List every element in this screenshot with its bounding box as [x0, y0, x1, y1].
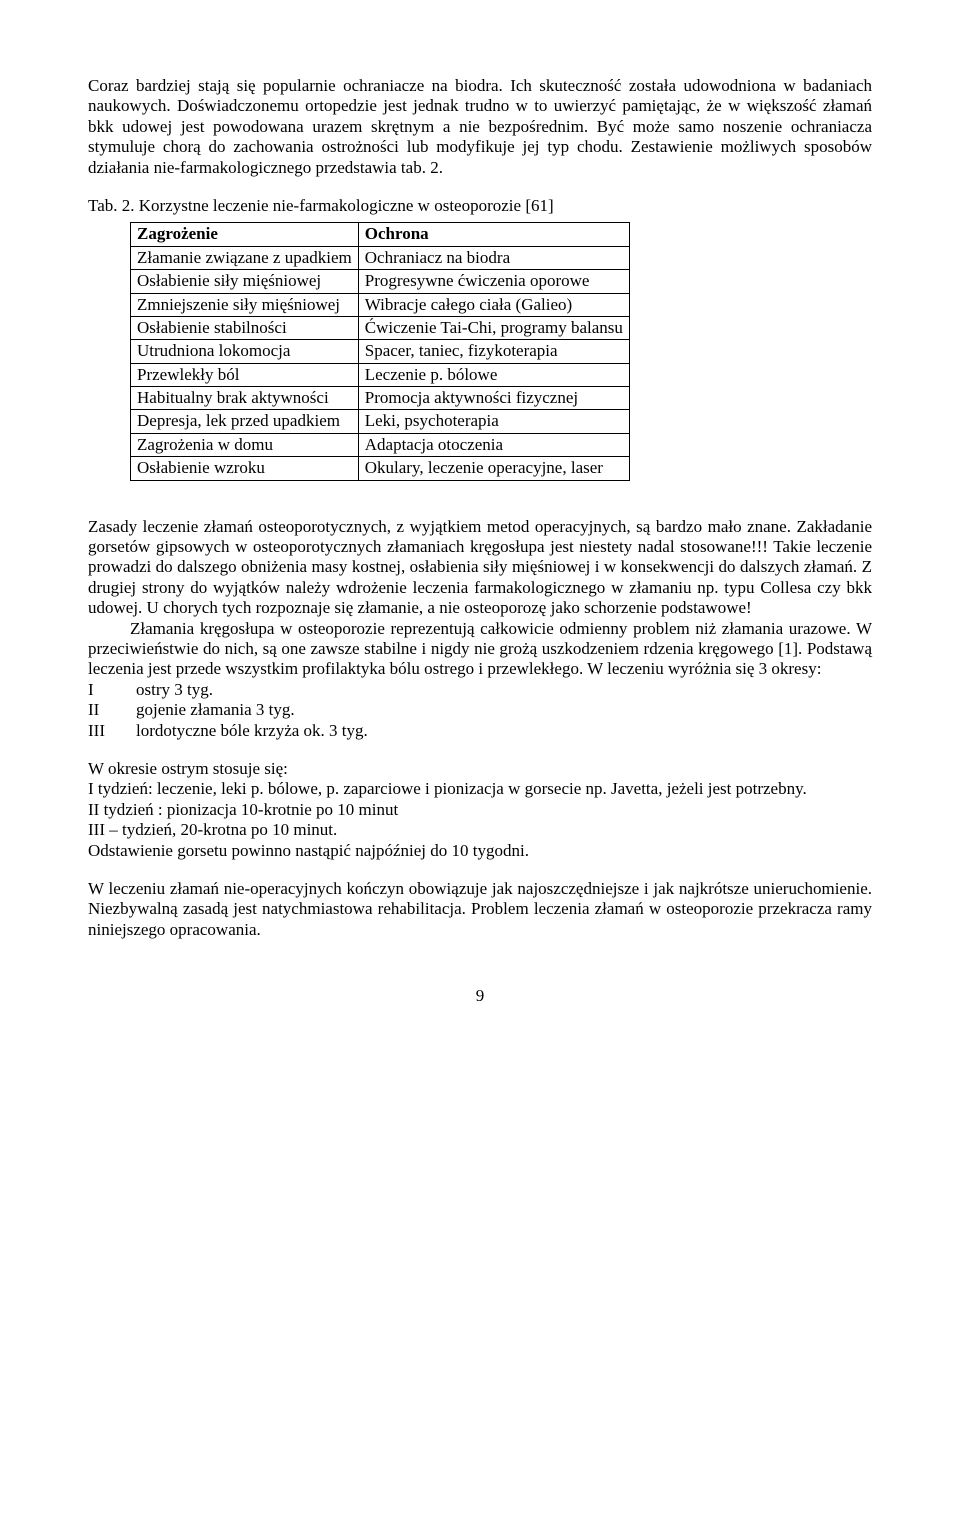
- table-cell: Złamanie związane z upadkiem: [131, 246, 359, 269]
- table-row: Depresja, lek przed upadkiemLeki, psycho…: [131, 410, 630, 433]
- table-row: Osłabienie stabilnościĆwiczenie Tai-Chi,…: [131, 316, 630, 339]
- table-cell: Adaptacja otoczenia: [358, 433, 629, 456]
- table-cell: Utrudniona lokomocja: [131, 340, 359, 363]
- table-cell: Osłabienie stabilności: [131, 316, 359, 339]
- acute-line: II tydzień : pionizacja 10-krotnie po 10…: [88, 800, 872, 820]
- period-text: lordotyczne bóle krzyża ok. 3 tyg.: [136, 721, 368, 741]
- table-header-cell: Zagrożenie: [131, 223, 359, 246]
- table-row: Osłabienie wzrokuOkulary, leczenie opera…: [131, 457, 630, 480]
- table-cell: Habitualny brak aktywności: [131, 387, 359, 410]
- table-header-row: Zagrożenie Ochrona: [131, 223, 630, 246]
- period-rn: III: [88, 721, 136, 741]
- table-cell: Okulary, leczenie operacyjne, laser: [358, 457, 629, 480]
- table-cell: Depresja, lek przed upadkiem: [131, 410, 359, 433]
- table-cell: Zagrożenia w domu: [131, 433, 359, 456]
- table-cell: Wibracje całego ciała (Galieo): [358, 293, 629, 316]
- period-text: ostry 3 tyg.: [136, 680, 213, 700]
- table-cell: Leki, psychoterapia: [358, 410, 629, 433]
- table-cell: Spacer, taniec, fizykoterapia: [358, 340, 629, 363]
- paragraph-principles: Zasady leczenie złamań osteoporotycznych…: [88, 517, 872, 619]
- paragraph-intro: Coraz bardziej stają się popularnie ochr…: [88, 76, 872, 178]
- period-item: IIgojenie złamania 3 tyg.: [88, 700, 872, 720]
- table-cell: Promocja aktywności fizycznej: [358, 387, 629, 410]
- table-row: Złamanie związane z upadkiemOchraniacz n…: [131, 246, 630, 269]
- table-cell: Zmniejszenie siły mięśniowej: [131, 293, 359, 316]
- table-row: Osłabienie siły mięśniowejProgresywne ćw…: [131, 270, 630, 293]
- page-number: 9: [88, 986, 872, 1006]
- table-cell: Przewlekły ból: [131, 363, 359, 386]
- paragraph-closing: W leczeniu złamań nie-operacyjnych kończ…: [88, 879, 872, 940]
- table-row: Zagrożenia w domuAdaptacja otoczenia: [131, 433, 630, 456]
- table-row: Utrudniona lokomocjaSpacer, taniec, fizy…: [131, 340, 630, 363]
- table-row: Habitualny brak aktywnościPromocja aktyw…: [131, 387, 630, 410]
- period-rn: I: [88, 680, 136, 700]
- treatment-table: Zagrożenie Ochrona Złamanie związane z u…: [130, 222, 630, 480]
- table-row: Przewlekły bólLeczenie p. bólowe: [131, 363, 630, 386]
- acute-line: I tydzień: leczenie, leki p. bólowe, p. …: [88, 779, 872, 799]
- table-cell: Ochraniacz na biodra: [358, 246, 629, 269]
- table-cell: Osłabienie wzroku: [131, 457, 359, 480]
- table-cell: Ćwiczenie Tai-Chi, programy balansu: [358, 316, 629, 339]
- period-rn: II: [88, 700, 136, 720]
- table-cell: Osłabienie siły mięśniowej: [131, 270, 359, 293]
- periods-list: Iostry 3 tyg. IIgojenie złamania 3 tyg. …: [88, 680, 872, 741]
- period-item: IIIlordotyczne bóle krzyża ok. 3 tyg.: [88, 721, 872, 741]
- acute-line: Odstawienie gorsetu powinno nastąpić naj…: [88, 841, 872, 861]
- acute-header: W okresie ostrym stosuje się:: [88, 759, 872, 779]
- acute-line: III – tydzień, 20-krotna po 10 minut.: [88, 820, 872, 840]
- table-cell: Leczenie p. bólowe: [358, 363, 629, 386]
- table-caption: Tab. 2. Korzystne leczenie nie-farmakolo…: [88, 196, 872, 216]
- paragraph-spine: Złamania kręgosłupa w osteoporozie repre…: [88, 619, 872, 680]
- table-cell: Progresywne ćwiczenia oporowe: [358, 270, 629, 293]
- period-text: gojenie złamania 3 tyg.: [136, 700, 295, 720]
- table-row: Zmniejszenie siły mięśniowejWibracje cał…: [131, 293, 630, 316]
- period-item: Iostry 3 tyg.: [88, 680, 872, 700]
- table-header-cell: Ochrona: [358, 223, 629, 246]
